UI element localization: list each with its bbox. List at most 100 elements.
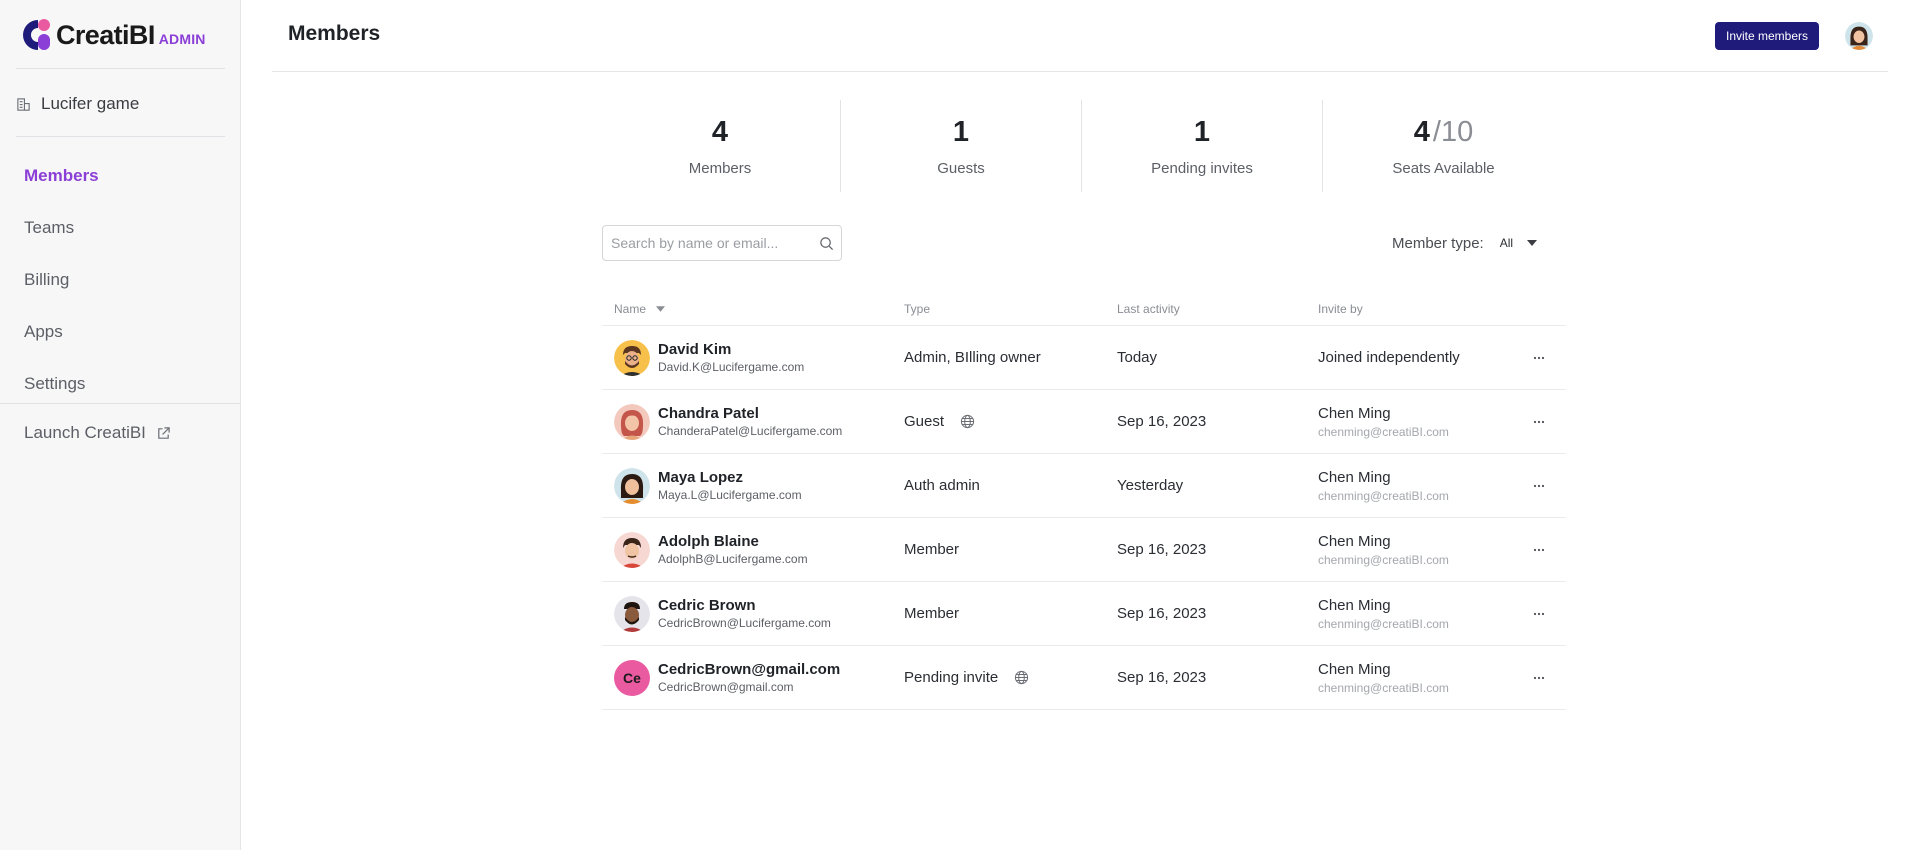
member-name[interactable]: CedricBrown@gmail.com [658,661,841,678]
column-header-last-activity: Last activity [1117,301,1180,316]
member-type-text: Member [904,605,960,622]
member-type-text: Guest [904,413,945,430]
more-options-button[interactable] [1527,410,1551,434]
inviter-email: chenming@creatiBI.com [1318,552,1449,567]
stat-label: Guests [937,160,985,177]
stat-guests: 1 Guests [841,100,1082,192]
seats-total: /10 [1432,116,1474,148]
member-type: Member [904,605,1117,622]
avatar-image [614,403,650,440]
search-box [602,225,842,261]
row-actions [1524,346,1554,370]
row-actions [1524,410,1554,434]
member-type-select[interactable]: All [1499,236,1538,250]
ellipsis-icon [1533,420,1545,423]
member-type: Auth admin [904,477,1117,494]
member-cell: Cedric Brown CedricBrown@Lucifergame.com [602,595,904,632]
member-email: CedricBrown@gmail.com [658,680,794,694]
member-type-text: Admin, BIlling owner [904,349,1041,366]
more-options-button[interactable] [1527,602,1551,626]
table-header: Name Type Last activity Invite by [602,292,1566,326]
member-cell: David Kim David.K@Lucifergame.com [602,339,904,376]
brand-logo[interactable]: CreatiBI ADMIN [20,17,206,53]
ellipsis-icon [1533,676,1545,679]
inviter-name: Chen Ming [1318,596,1391,614]
row-actions [1524,538,1554,562]
table-row[interactable]: David Kim David.K@Lucifergame.com Admin,… [602,326,1566,390]
more-options-button[interactable] [1527,346,1551,370]
avatar-image [614,467,650,504]
sidebar-item-settings[interactable]: Settings [24,374,86,393]
invite-members-button[interactable]: Invite members [1715,22,1819,50]
member-type-filter: Member type: All [1392,232,1538,254]
sidebar-item-billing[interactable]: Billing [24,270,70,289]
brand-tag: ADMIN [158,31,206,47]
avatar-image [614,531,650,568]
stat-label: Pending invites [1151,160,1253,177]
search-icon[interactable] [819,236,834,251]
invited-by: Joined independently [1318,349,1524,366]
more-options-button[interactable] [1527,538,1551,562]
inviter-name: Chen Ming [1318,532,1391,550]
row-actions [1524,666,1554,690]
members-table: Name Type Last activity Invite by Dav [602,292,1566,710]
stat-value: 4/10 [1323,116,1564,150]
more-options-button[interactable] [1527,474,1551,498]
invited-by: Chen Ming chenming@creatiBI.com [1318,533,1524,567]
table-row[interactable]: Ce CedricBrown@gmail.com CedricBrown@gma… [602,646,1566,710]
member-type-label: Member type: [1392,234,1484,252]
member-type: Member [904,541,1117,558]
member-name[interactable]: Cedric Brown [658,597,756,614]
member-type-value: All [1499,236,1514,250]
sidebar-nav: Members Teams Billing Apps Settings [0,150,241,410]
column-header-name[interactable]: Name [602,302,904,316]
sidebar-item-teams[interactable]: Teams [24,218,75,237]
building-icon [17,97,30,111]
table-row[interactable]: Chandra Patel ChanderaPatel@Lucifergame.… [602,390,1566,454]
member-email: CedricBrown@Lucifergame.com [658,616,831,630]
sidebar: CreatiBI ADMIN Lucifer game Members Team… [0,0,241,850]
inviter-name: Joined independently [1318,349,1460,366]
member-name[interactable]: Chandra Patel [658,405,759,422]
avatar-initials: Ce [614,659,650,696]
launch-creatibi-link[interactable]: Launch CreatiBI [24,421,171,445]
user-avatar-image [1845,22,1873,50]
sidebar-divider [16,136,225,137]
table-row[interactable]: Cedric Brown CedricBrown@Lucifergame.com… [602,582,1566,646]
avatar [614,467,650,504]
more-options-button[interactable] [1527,666,1551,690]
last-activity: Yesterday [1117,477,1184,494]
inviter-name: Chen Ming [1318,660,1391,678]
table-row[interactable]: Adolph Blaine AdolphB@Lucifergame.com Me… [602,518,1566,582]
user-avatar[interactable] [1845,22,1873,50]
inviter-email: chenming@creatiBI.com [1318,616,1449,631]
member-cell: Adolph Blaine AdolphB@Lucifergame.com [602,531,904,568]
external-link-icon [158,426,170,439]
globe-icon [1015,670,1029,685]
launch-label: Launch CreatiBI [24,423,146,442]
avatar-image [614,339,650,376]
page-header: Members Invite members [272,0,1888,72]
member-type: Pending invite [904,669,1117,686]
inviter-email: chenming@creatiBI.com [1318,680,1449,695]
sidebar-item-members[interactable]: Members [24,166,99,185]
member-name[interactable]: Adolph Blaine [658,533,759,550]
creatibi-logo-icon [23,19,50,50]
stat-label: Members [688,160,752,177]
seats-used: 4 [1413,116,1430,148]
workspace-name: Lucifer game [41,94,140,113]
column-header-type: Type [904,301,931,316]
table-row[interactable]: Maya Lopez Maya.L@Lucifergame.com Auth a… [602,454,1566,518]
member-name[interactable]: David Kim [658,341,732,358]
search-input[interactable] [603,226,803,260]
member-info: Adolph Blaine AdolphB@Lucifergame.com [658,533,808,566]
sidebar-item-apps[interactable]: Apps [24,322,63,341]
member-name[interactable]: Maya Lopez [658,469,744,486]
member-email: ChanderaPatel@Lucifergame.com [658,424,843,438]
workspace-switcher[interactable]: Lucifer game [16,90,139,118]
invited-by: Chen Ming chenming@creatiBI.com [1318,405,1524,439]
column-header-label: Name [614,301,647,316]
member-email: David.K@Lucifergame.com [658,360,805,374]
stat-label: Seats Available [1392,160,1495,177]
avatar [614,595,650,632]
